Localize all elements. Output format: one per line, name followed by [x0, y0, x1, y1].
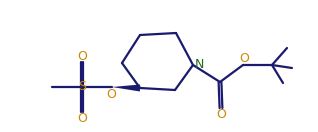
Polygon shape — [112, 84, 140, 91]
Text: N: N — [194, 58, 204, 70]
Text: O: O — [216, 107, 226, 121]
Text: O: O — [239, 53, 249, 65]
Text: S: S — [78, 81, 86, 93]
Text: O: O — [77, 50, 87, 62]
Text: O: O — [77, 112, 87, 124]
Text: O: O — [106, 88, 116, 100]
